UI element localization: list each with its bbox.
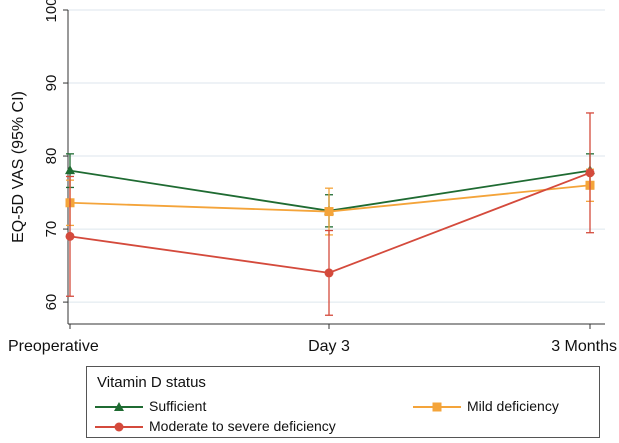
y-tick-label: 60: [43, 294, 60, 311]
x-tick-label: 3 Months: [551, 338, 617, 355]
gridlines: [68, 9, 605, 303]
y-tick-label: 90: [43, 75, 60, 92]
y-ticks: 60 70 80 90 100: [43, 0, 68, 310]
x-tick-label: Preoperative: [8, 338, 99, 355]
x-tick-label: Day 3: [308, 338, 350, 355]
legend-label-sufficient: Sufficient: [149, 398, 207, 414]
x-ticks: Preoperative Day 3 3 Months: [8, 324, 617, 355]
legend-title: Vitamin D status: [97, 374, 206, 391]
y-tick-label: 100: [43, 0, 60, 23]
series-layer: [65, 112, 595, 316]
data-point: [585, 168, 595, 178]
legend-swatch-mild: [413, 402, 461, 412]
legend-item-mild: Mild deficiency: [409, 398, 599, 416]
y-tick-label: 70: [43, 221, 60, 238]
data-point: [65, 231, 75, 241]
data-point: [65, 165, 75, 175]
legend-label-mild: Mild deficiency: [467, 398, 559, 414]
legend-label-moderate-severe: Moderate to severe deficiency: [149, 418, 336, 434]
legend: Vitamin D status Sufficient Mild deficie…: [86, 366, 600, 438]
y-tick-label: 80: [43, 148, 60, 165]
legend-swatch-moderate-severe: [95, 422, 143, 432]
y-axis-label: EQ-5D VAS (95% CI): [10, 91, 27, 243]
legend-swatch-sufficient: [95, 402, 143, 411]
series-2: [65, 112, 595, 316]
data-point: [324, 268, 334, 278]
chart-svg: 60 70 80 90 100 Preoperative Day 3 3 Months EQ…: [8, 0, 617, 355]
data-point: [324, 207, 334, 217]
legend-item-moderate-severe: Moderate to severe deficiency: [91, 418, 421, 436]
legend-item-sufficient: Sufficient: [91, 398, 331, 416]
